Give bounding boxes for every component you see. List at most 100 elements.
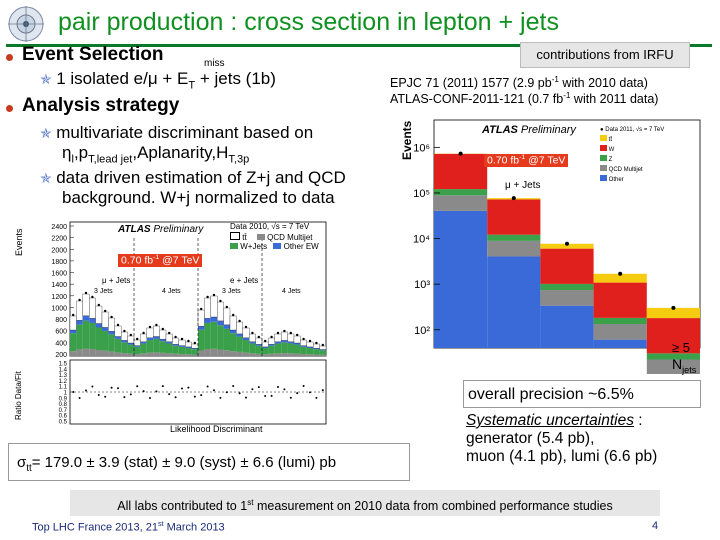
left-bin-ttbar (159, 329, 167, 340)
left-bin-ttbar (268, 337, 275, 345)
left-data-point (84, 291, 88, 295)
right-plot-atlas: ATLAS Preliminary (482, 124, 576, 136)
left-bin-ttbar (153, 325, 160, 337)
left-ytick-label: 1400 (51, 282, 67, 289)
legend-qcd: QCD Multijet (600, 165, 664, 175)
left-data-point (270, 335, 273, 339)
analysis-heading: Analysis strategy (22, 95, 180, 116)
right-bar-qcd (593, 324, 647, 340)
right-bar-ttbar (540, 243, 594, 249)
left-ratio-point (257, 386, 260, 389)
analysis-item-2-line1: data driven estimation of Z+j and QCD (56, 168, 346, 187)
left-bin-other (217, 320, 224, 326)
left-bin-ttbar (229, 315, 237, 331)
right-data-point (458, 151, 463, 156)
left-bin-wjets (121, 342, 128, 354)
left-ratio-point (85, 389, 87, 392)
left-bin-qcd (287, 353, 294, 356)
left-bin-wjets (159, 341, 166, 353)
left-ratio-tick-label: 0.5 (59, 420, 68, 426)
left-ratio-point (283, 388, 286, 391)
left-bin-wjets (313, 349, 320, 355)
left-ratio-point (213, 389, 215, 392)
left-bin-qcd (198, 350, 205, 356)
left-bin-other (255, 344, 262, 346)
left-data-point (296, 333, 299, 337)
right-data-point (565, 241, 569, 246)
left-ratio-point (206, 385, 209, 388)
left-bin-other (249, 341, 256, 344)
right-bar-other (540, 305, 594, 348)
left-ratio-point (174, 396, 177, 399)
left-bin-other (223, 324, 230, 329)
left-bin-wjets (146, 340, 154, 353)
right-bar-z (646, 353, 700, 360)
right-bar-w (646, 318, 700, 354)
event-selection-text: 1 isolated e/μ + ET + jets (1b) (56, 69, 276, 92)
left-ytick-label: 800 (55, 317, 67, 324)
left-bin-qcd (255, 353, 262, 356)
left-bin-ttbar (313, 343, 320, 349)
left-bin-ttbar (114, 325, 122, 337)
left-ratio-point (110, 386, 113, 389)
left-bin-qcd (70, 351, 77, 356)
right-ytick-label: 10⁶ (413, 142, 430, 154)
left-data-point (321, 343, 324, 347)
reference-1: EPJC 71 (2011) 1577 (2.9 pb-1 with 2010 … (390, 75, 648, 91)
page-number: 4 (652, 520, 659, 532)
star-bullet-icon: ✯ (40, 71, 52, 87)
left-ratio-point (142, 390, 145, 393)
left-bin-ttbar (89, 297, 96, 319)
left-bin-qcd (274, 353, 282, 356)
analysis-item-1: ✯ multivariate discriminant based on (40, 123, 313, 143)
left-bin-wjets (242, 340, 250, 353)
left-bin-wjets (166, 343, 173, 354)
left-bin-qcd (319, 354, 326, 356)
left-data-point (200, 307, 203, 311)
left-bin-qcd (210, 348, 218, 356)
left-bin-ttbar (197, 309, 205, 327)
left-bin-wjets (172, 345, 179, 354)
left-ratio-tick-label: 1.2 (59, 379, 68, 385)
left-data-point (155, 323, 158, 327)
left-data-point (206, 295, 209, 299)
left-data-point (136, 337, 139, 341)
overall-precision: overall precision ~6.5% (463, 380, 701, 408)
left-bin-ttbar (133, 339, 141, 346)
right-bar-other (487, 256, 541, 348)
left-bin-wjets (178, 346, 186, 355)
left-bin-qcd (242, 352, 250, 356)
left-bin-ttbar (300, 339, 307, 346)
left-bin-other (300, 345, 307, 347)
left-bin-other (134, 345, 141, 347)
left-ratio-point (91, 385, 94, 388)
right-plot-xtick: ≥ 5 (672, 340, 690, 355)
page-title: pair production : cross section in lepto… (58, 8, 559, 36)
legend-w: W (600, 145, 664, 155)
left-bin-other (114, 336, 122, 339)
left-data-point (116, 323, 120, 327)
left-data-point (78, 298, 81, 302)
left-bin-ttbar (281, 331, 288, 341)
left-bin-other (108, 331, 115, 335)
left-bin-qcd (159, 352, 166, 356)
left-bin-qcd (249, 353, 256, 356)
right-data-point (618, 271, 623, 276)
left-ratio-point (193, 395, 196, 398)
left-ratio-tick-label: 1.5 (59, 362, 68, 368)
left-bin-ttbar (306, 341, 314, 348)
legend-item-ttbar: tt̄ QCD Multijet (230, 232, 319, 242)
left-ratio-tick-label: 0.6 (59, 414, 68, 420)
left-bin-other (198, 326, 205, 330)
left-ratio-point (309, 391, 311, 394)
legend-other: Other (600, 175, 664, 185)
left-ratio-point (123, 396, 126, 399)
left-plot-channel-mu: μ + Jets (102, 276, 131, 285)
left-bin-other (172, 344, 179, 346)
left-ratio-point (270, 394, 273, 397)
atlas-logo-icon (8, 6, 44, 42)
left-data-point (148, 325, 152, 329)
right-data-point (511, 196, 516, 201)
right-bar-w (540, 248, 594, 284)
left-bin-qcd (191, 354, 198, 356)
